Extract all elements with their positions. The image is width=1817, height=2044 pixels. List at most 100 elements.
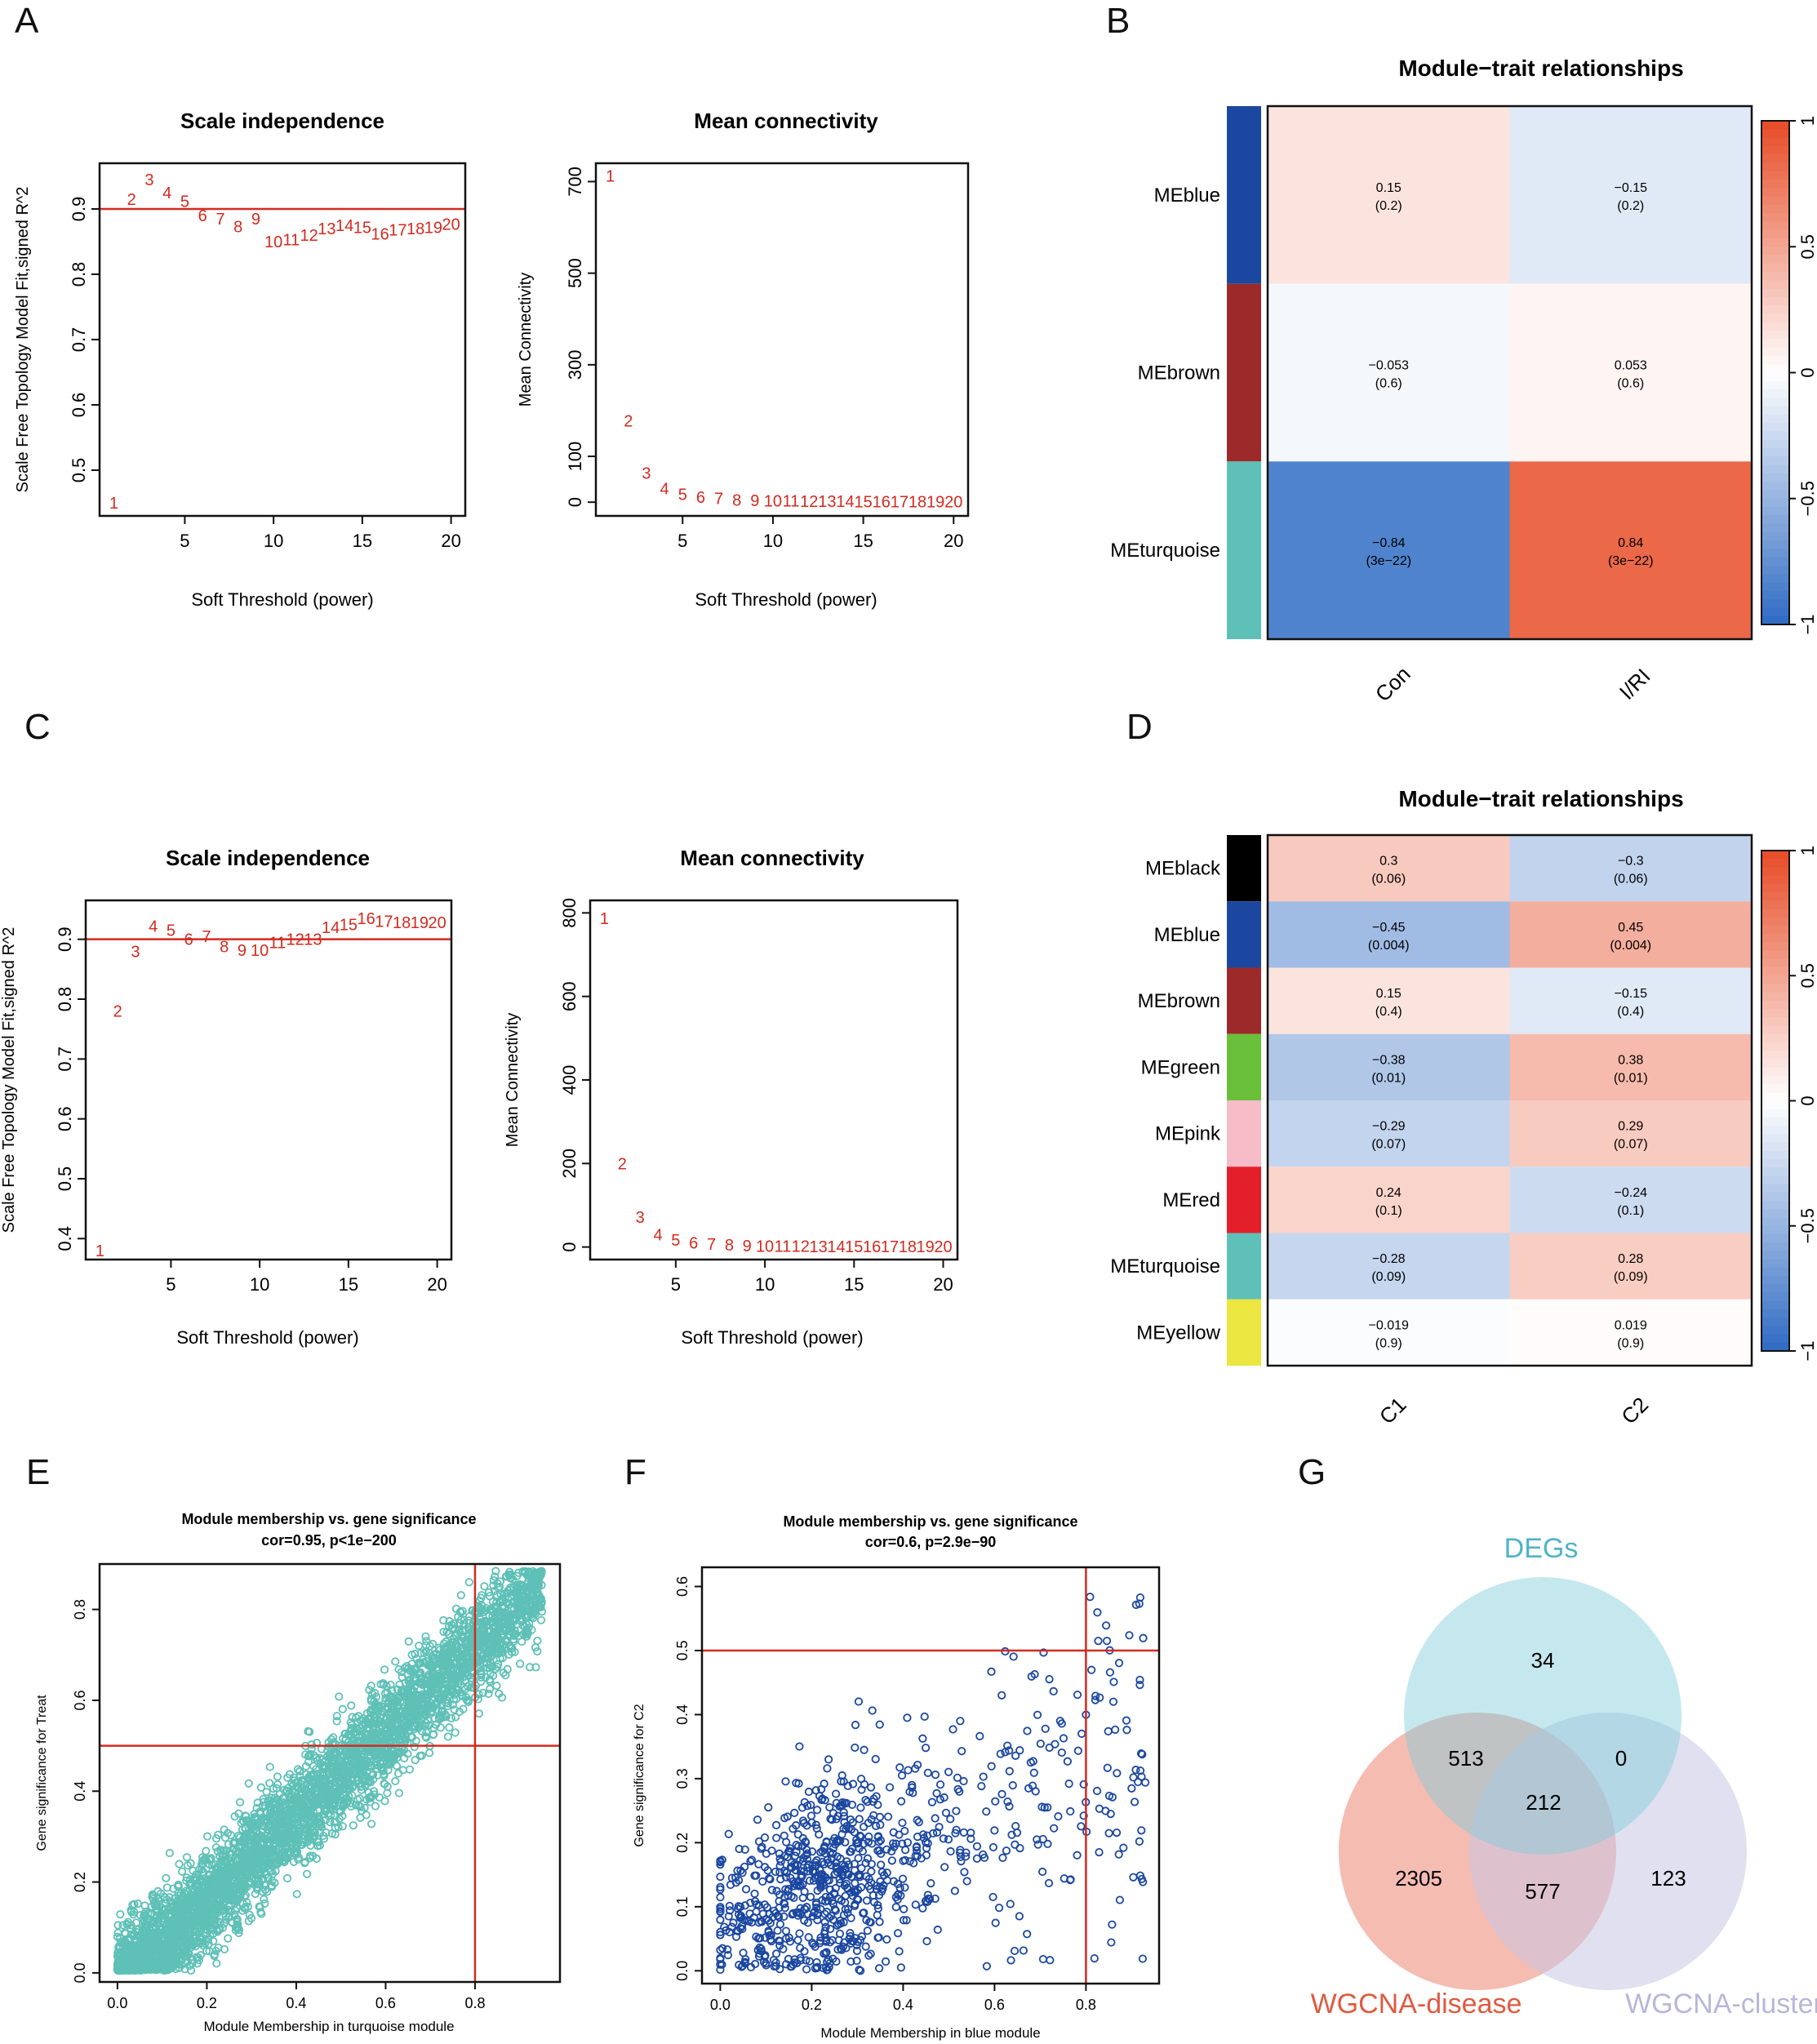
data-point xyxy=(447,1643,456,1653)
data-point xyxy=(415,1659,424,1668)
cell-pvalue: (0.01) xyxy=(1614,1071,1648,1085)
panel-letter-b: B xyxy=(1106,1,1130,41)
data-point xyxy=(358,1721,367,1730)
cell-value: −0.3 xyxy=(1618,855,1644,869)
colorbar-segment xyxy=(1761,582,1789,592)
data-point xyxy=(202,1832,212,1841)
cell-pvalue: (3e−22) xyxy=(1366,554,1411,568)
chart-title: Scale independence xyxy=(166,846,370,870)
row-label: MEred xyxy=(1162,1189,1220,1211)
x-tick-label: 0.4 xyxy=(286,1995,306,2011)
data-point xyxy=(433,1694,442,1703)
data-point xyxy=(367,1705,375,1714)
heatmap-cell xyxy=(1268,1233,1510,1300)
data-point xyxy=(141,1908,150,1917)
data-point xyxy=(385,1691,395,1700)
data-point xyxy=(485,1685,495,1694)
data-point xyxy=(152,1902,161,1911)
data-point xyxy=(514,1631,524,1641)
data-point xyxy=(242,1852,251,1861)
data-point xyxy=(1103,1763,1112,1772)
data-point xyxy=(235,1866,244,1875)
data-point xyxy=(901,1846,910,1855)
cell-value: −0.38 xyxy=(1372,1053,1406,1067)
data-point xyxy=(287,1790,296,1799)
data-point xyxy=(897,1771,907,1780)
module-color-bar xyxy=(1227,835,1261,902)
cell-pvalue: (0.09) xyxy=(1371,1270,1406,1284)
data-point xyxy=(186,1931,195,1940)
colorbar-segment xyxy=(1761,1267,1789,1277)
cell-pvalue: (0.07) xyxy=(1371,1138,1406,1152)
data-point xyxy=(823,1764,832,1773)
colorbar-segment xyxy=(1761,482,1789,491)
cell-value: −0.053 xyxy=(1369,359,1409,373)
data-point xyxy=(518,1566,527,1576)
data-point xyxy=(314,1812,323,1821)
point-label: 2 xyxy=(624,412,633,430)
point-label: 1 xyxy=(600,910,609,928)
data-point xyxy=(931,1771,940,1780)
y-tick-label: 500 xyxy=(565,258,585,288)
data-point xyxy=(952,1825,961,1834)
data-point xyxy=(273,1780,282,1789)
data-point xyxy=(361,1780,371,1789)
data-point xyxy=(345,1780,354,1788)
data-point xyxy=(406,1685,415,1694)
data-point xyxy=(405,1765,415,1774)
point-label: 18 xyxy=(908,494,926,512)
colorbar-segment xyxy=(1761,490,1789,500)
colorbar-segment xyxy=(1761,1017,1789,1027)
colorbar-segment xyxy=(1761,1225,1789,1235)
colorbar-segment xyxy=(1761,414,1789,424)
point-label: 13 xyxy=(818,493,836,511)
x-tick-label: 5 xyxy=(180,531,189,551)
x-tick-label: 5 xyxy=(671,1274,681,1295)
colorbar-segment xyxy=(1761,1109,1789,1118)
data-point xyxy=(242,1870,251,1879)
data-point xyxy=(536,1615,546,1624)
data-point xyxy=(959,1776,968,1786)
colorbar-segment xyxy=(1761,1217,1789,1227)
data-point xyxy=(280,1851,289,1861)
colorbar-segment xyxy=(1761,557,1789,567)
data-point xyxy=(418,1680,427,1690)
row-label: MEblue xyxy=(1154,184,1220,207)
data-point xyxy=(302,1869,312,1878)
colorbar-segment xyxy=(1761,188,1789,198)
heatmap-cell xyxy=(1509,461,1752,639)
cell-value: −0.019 xyxy=(1369,1318,1409,1332)
data-point xyxy=(363,1766,372,1775)
data-point xyxy=(1094,1637,1103,1646)
colorbar-segment xyxy=(1761,498,1789,508)
point-label: 12 xyxy=(286,931,304,949)
data-point xyxy=(487,1617,496,1626)
data-point xyxy=(331,1740,340,1749)
data-point xyxy=(398,1733,408,1742)
data-point xyxy=(537,1580,546,1590)
data-point xyxy=(508,1647,517,1656)
colorbar-segment xyxy=(1761,590,1789,600)
point-label: 9 xyxy=(750,492,759,510)
data-point xyxy=(866,1949,875,1958)
data-point xyxy=(202,1892,211,1902)
point-label: 4 xyxy=(162,184,171,202)
data-point xyxy=(309,1762,318,1771)
data-point xyxy=(798,1893,807,1903)
chart-title: Mean connectivity xyxy=(694,109,878,133)
colorbar-segment xyxy=(1761,867,1789,877)
data-point xyxy=(758,1877,767,1886)
point-label: 1 xyxy=(109,495,118,513)
data-point xyxy=(449,1679,459,1688)
data-point xyxy=(771,1820,781,1830)
colorbar-segment xyxy=(1761,229,1789,239)
colorbar-segment xyxy=(1761,355,1789,365)
data-point xyxy=(366,1797,375,1806)
data-point xyxy=(1023,1930,1032,1939)
data-point xyxy=(393,1749,402,1757)
point-label: 8 xyxy=(220,938,229,956)
colorbar-segment xyxy=(1761,431,1789,441)
data-point xyxy=(446,1664,455,1674)
point-label: 20 xyxy=(934,1238,952,1256)
cell-value: −0.24 xyxy=(1615,1186,1648,1200)
